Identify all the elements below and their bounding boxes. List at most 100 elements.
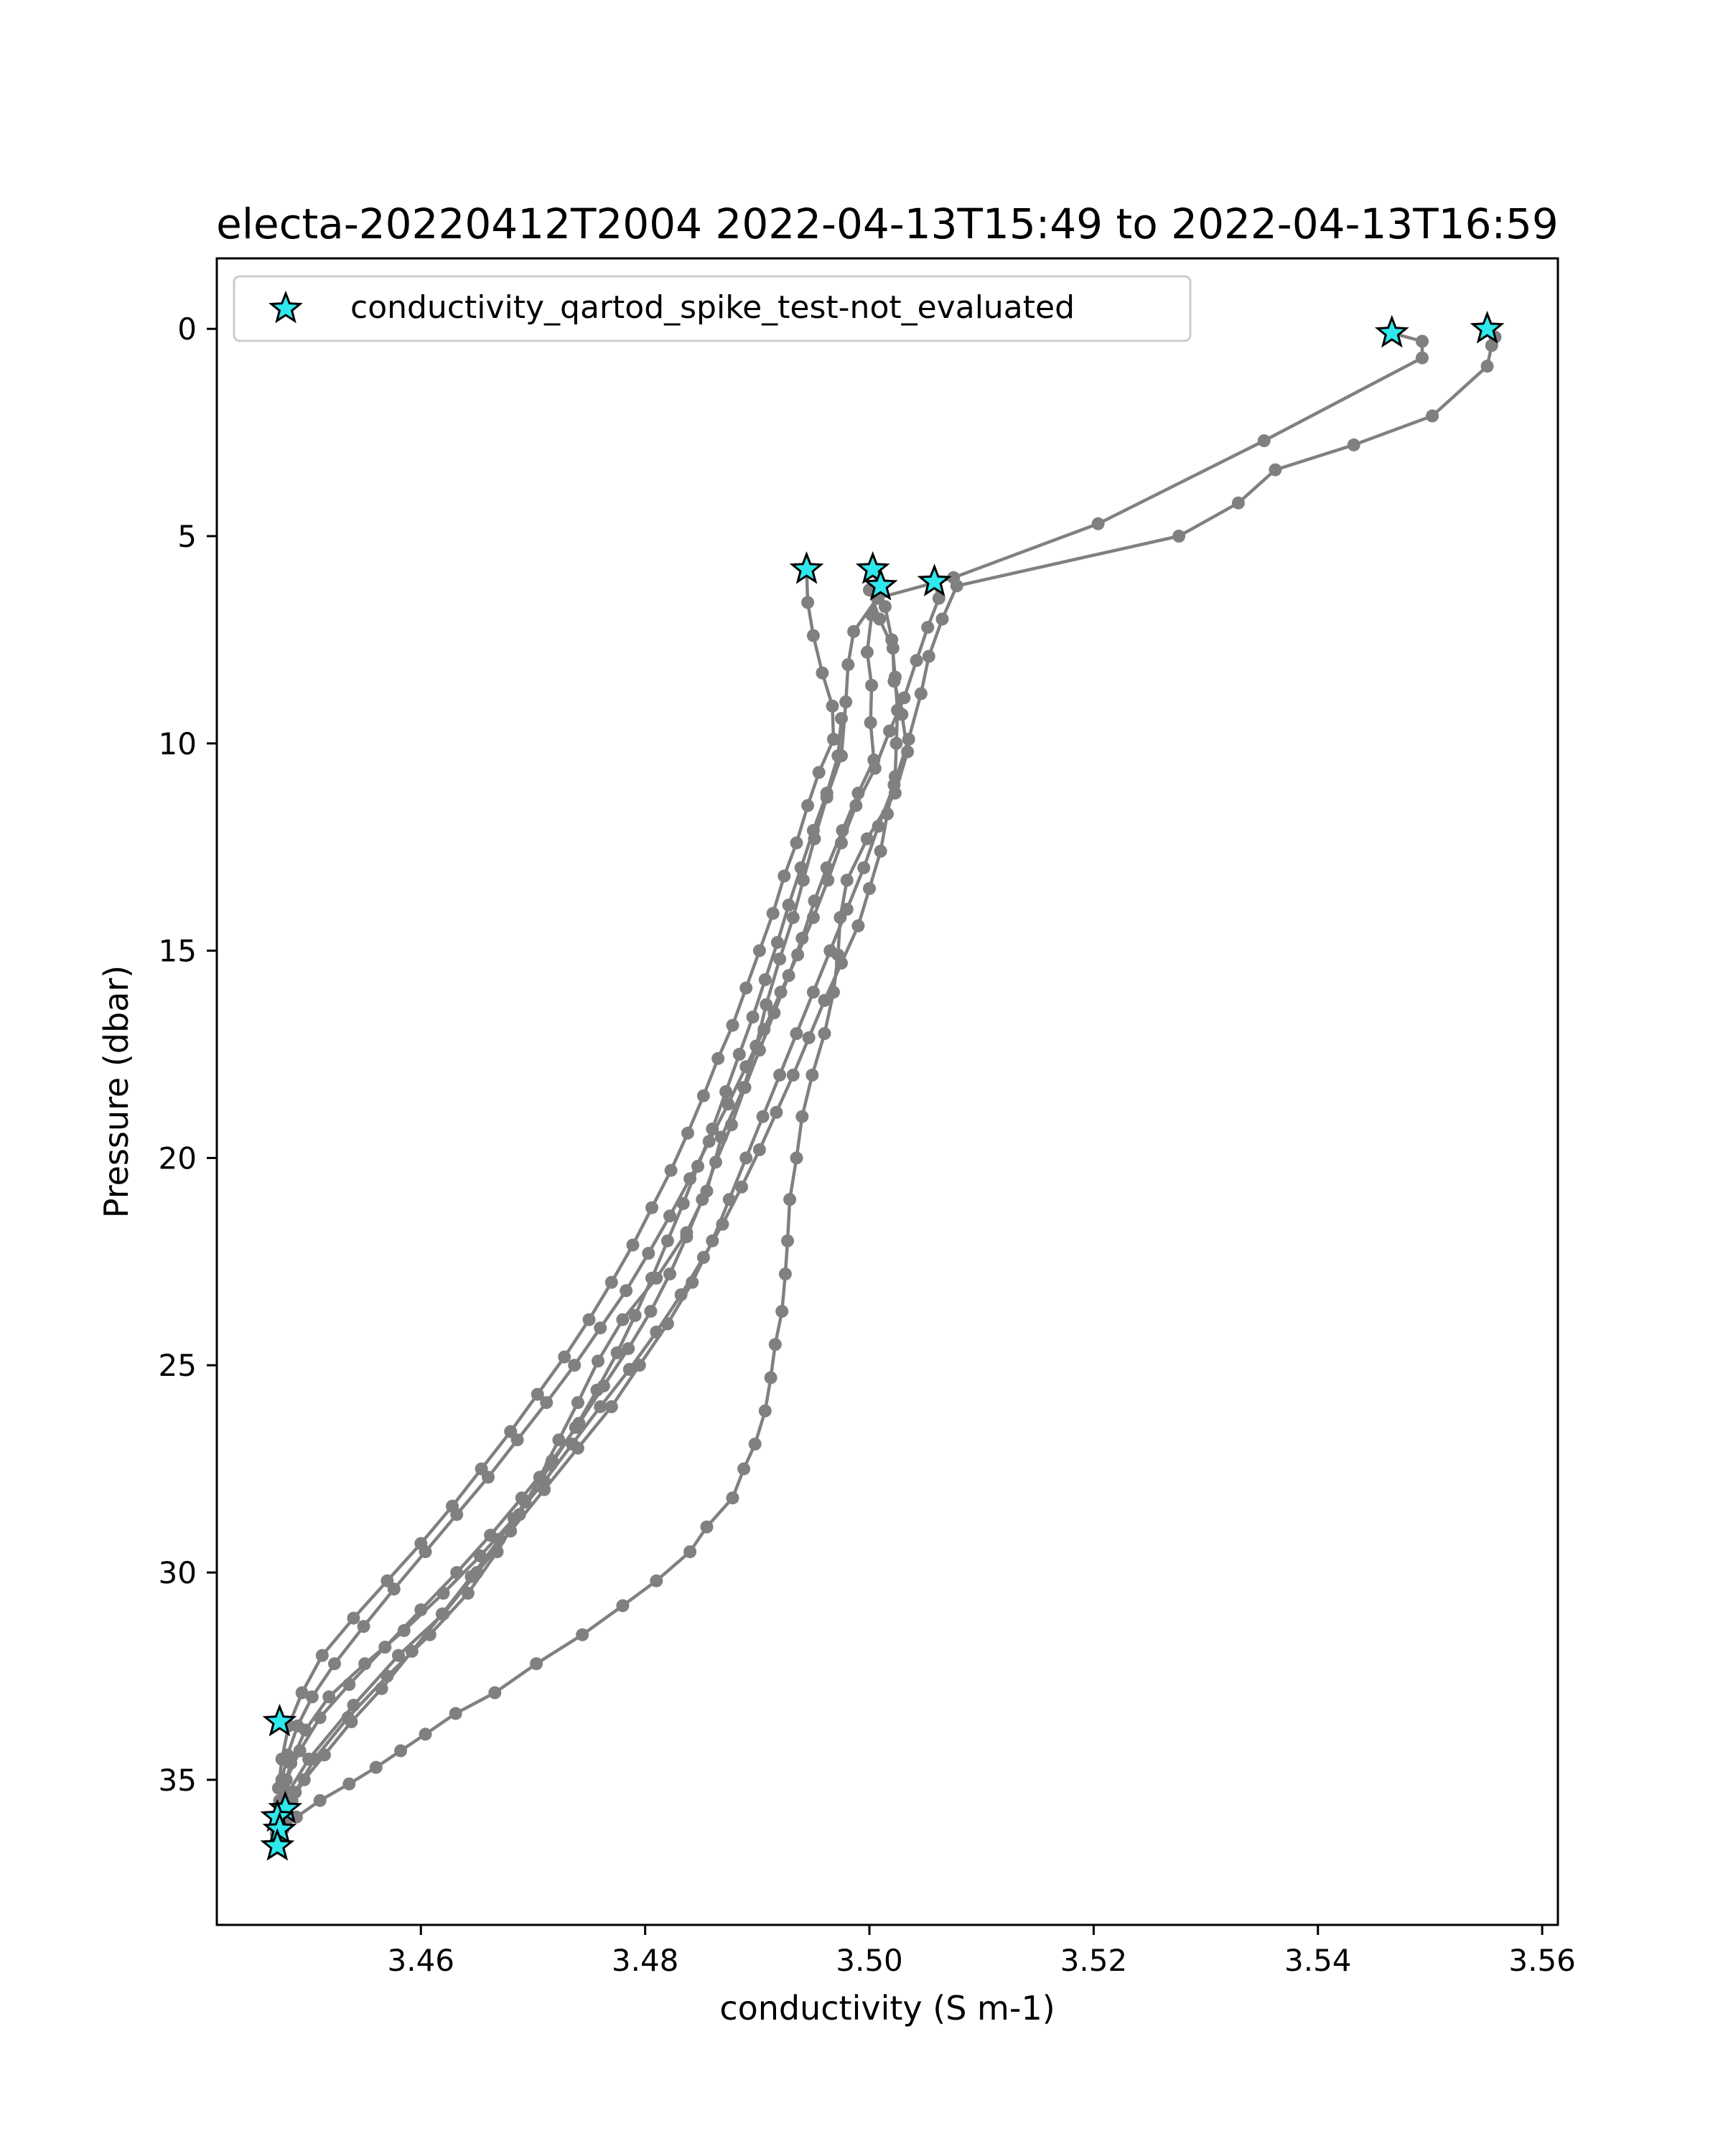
profile-line	[278, 716, 844, 1839]
data-point	[706, 1122, 719, 1135]
data-point	[726, 1018, 739, 1032]
data-point	[806, 1068, 819, 1082]
data-point	[922, 650, 935, 663]
data-point	[1416, 351, 1429, 365]
y-tick-label: 0	[177, 311, 197, 347]
data-point	[860, 645, 874, 659]
flag-star-marker	[262, 1703, 297, 1737]
data-point	[802, 1031, 816, 1044]
data-point	[1426, 409, 1439, 423]
data-point	[786, 1068, 800, 1082]
data-point	[378, 1641, 392, 1654]
data-point	[794, 861, 808, 875]
data-point	[281, 1748, 294, 1762]
profile-line	[278, 580, 941, 1802]
data-point	[1172, 530, 1186, 543]
data-point	[394, 1744, 408, 1758]
data-point	[914, 687, 928, 700]
data-point	[540, 1396, 554, 1410]
data-point	[860, 832, 874, 845]
data-point	[650, 1574, 663, 1588]
data-point	[831, 749, 845, 763]
data-point	[392, 1649, 405, 1662]
data-point	[680, 1230, 694, 1244]
data-point	[552, 1433, 566, 1447]
data-point	[566, 1438, 579, 1450]
data-point	[449, 1707, 462, 1720]
x-tick-label: 3.56	[1508, 1943, 1576, 1978]
data-point	[419, 1545, 432, 1559]
y-tick-label: 10	[159, 726, 197, 761]
data-point	[315, 1649, 329, 1662]
data-point	[865, 678, 879, 692]
data-point	[700, 1520, 714, 1534]
y-tick-label: 30	[159, 1555, 197, 1590]
data-point	[886, 642, 900, 655]
data-point	[874, 845, 887, 858]
data-point	[820, 787, 834, 800]
data-point	[610, 1346, 624, 1359]
data-point	[322, 1690, 336, 1704]
data-point	[878, 600, 892, 614]
chart-title: electa-20220412T2004 2022-04-13T15:49 to…	[216, 200, 1559, 248]
data-point	[831, 948, 845, 962]
data-point	[827, 985, 840, 999]
data-point	[357, 1620, 370, 1634]
data-point	[748, 1438, 762, 1450]
data-point	[275, 1773, 289, 1786]
legend-star	[269, 290, 303, 324]
data-point	[773, 952, 787, 966]
data-point	[696, 1193, 709, 1206]
data-point	[626, 1238, 640, 1252]
data-point	[739, 1060, 753, 1074]
data-point	[752, 1143, 766, 1156]
data-point	[932, 591, 945, 605]
data-point	[910, 654, 923, 667]
data-point	[826, 699, 839, 713]
data-point	[752, 944, 766, 957]
data-point	[1347, 438, 1360, 451]
data-point	[645, 1271, 658, 1285]
x-tick-label: 3.48	[612, 1943, 679, 1978]
data-point	[801, 596, 815, 609]
y-tick-label: 35	[159, 1763, 197, 1798]
data-point	[839, 695, 853, 708]
flag-star-marker	[789, 551, 824, 584]
data-point	[576, 1628, 589, 1641]
data-point	[369, 1761, 383, 1774]
data-point	[746, 1011, 760, 1023]
data-point	[786, 911, 800, 924]
data-point	[616, 1599, 630, 1613]
data-point	[770, 936, 784, 950]
data-point	[783, 1193, 797, 1206]
data-point	[518, 1495, 532, 1509]
flag-star-marker	[855, 551, 890, 584]
data-point	[375, 1682, 388, 1695]
data-point	[482, 1471, 495, 1484]
data-point	[737, 1462, 751, 1476]
data-point	[660, 1234, 674, 1247]
data-point	[873, 612, 887, 626]
data-point	[782, 899, 795, 912]
data-point	[841, 658, 855, 672]
data-point	[847, 624, 861, 638]
data-point	[709, 1156, 722, 1169]
data-point	[851, 919, 865, 932]
y-tick-label: 20	[159, 1140, 197, 1176]
data-point	[757, 1023, 771, 1036]
data-point	[590, 1383, 604, 1397]
data-point	[302, 1753, 316, 1766]
data-point	[342, 1777, 356, 1791]
data-point	[766, 906, 780, 920]
data-point	[778, 869, 791, 883]
data-point	[1269, 463, 1282, 477]
data-point	[806, 985, 820, 999]
data-point	[592, 1354, 604, 1368]
data-point	[840, 873, 854, 887]
data-point	[387, 1583, 401, 1596]
data-point	[887, 675, 901, 688]
data-point	[291, 1719, 304, 1733]
data-point	[773, 1068, 787, 1082]
data-point	[849, 799, 863, 812]
data-point	[305, 1690, 319, 1704]
